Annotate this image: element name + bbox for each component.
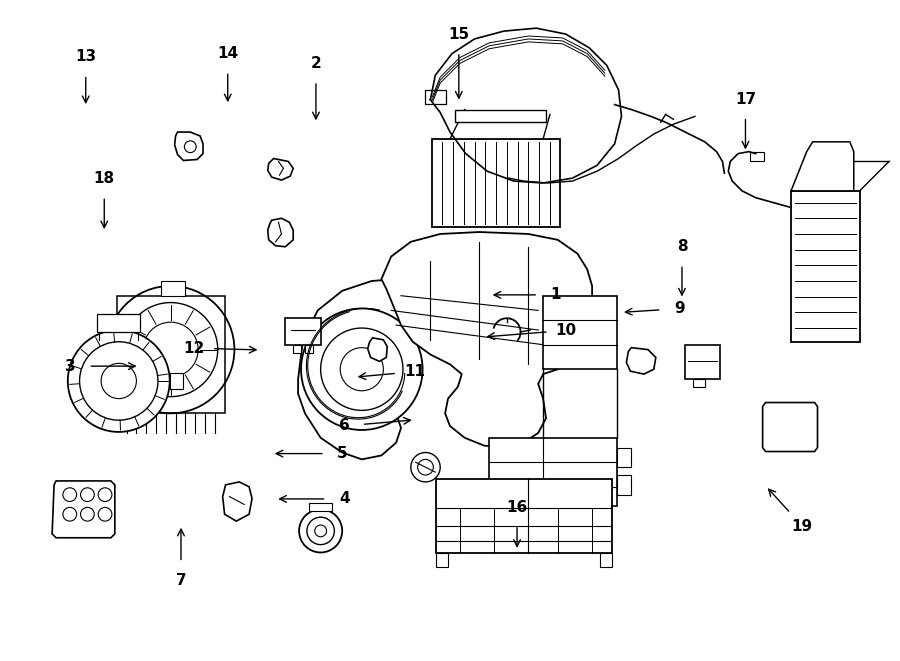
Polygon shape: [52, 481, 115, 538]
Polygon shape: [762, 403, 817, 451]
Text: 17: 17: [735, 92, 756, 106]
Circle shape: [80, 508, 94, 521]
Circle shape: [320, 328, 403, 410]
Polygon shape: [600, 553, 612, 567]
Polygon shape: [454, 110, 546, 122]
Bar: [693, 379, 705, 387]
Polygon shape: [285, 318, 320, 344]
Text: 5: 5: [338, 446, 347, 461]
Circle shape: [98, 508, 112, 521]
Bar: [293, 344, 301, 352]
Polygon shape: [222, 482, 252, 521]
Text: 4: 4: [338, 491, 349, 506]
Circle shape: [79, 342, 158, 420]
Bar: [425, 90, 446, 104]
Text: 8: 8: [677, 239, 688, 254]
Circle shape: [68, 330, 170, 432]
Circle shape: [80, 488, 94, 502]
Circle shape: [315, 525, 327, 537]
Bar: [616, 447, 631, 467]
Circle shape: [63, 488, 76, 502]
Bar: [616, 475, 631, 494]
Polygon shape: [298, 279, 423, 459]
Text: 11: 11: [404, 364, 425, 379]
Polygon shape: [685, 344, 719, 379]
Bar: [309, 504, 332, 512]
Circle shape: [123, 303, 218, 397]
Polygon shape: [543, 295, 616, 369]
Polygon shape: [791, 191, 860, 342]
Polygon shape: [175, 132, 203, 161]
Circle shape: [107, 286, 234, 413]
Circle shape: [299, 510, 342, 553]
Text: 2: 2: [310, 56, 321, 71]
Text: 10: 10: [556, 323, 577, 338]
Circle shape: [410, 453, 440, 482]
Text: 9: 9: [674, 301, 685, 316]
Polygon shape: [490, 438, 616, 506]
Text: 13: 13: [76, 50, 96, 65]
Text: 16: 16: [507, 500, 527, 515]
Circle shape: [63, 508, 76, 521]
Polygon shape: [791, 142, 854, 191]
Circle shape: [340, 348, 383, 391]
Circle shape: [143, 322, 198, 377]
Polygon shape: [436, 479, 612, 553]
Circle shape: [98, 488, 112, 502]
Circle shape: [184, 141, 196, 153]
Circle shape: [307, 517, 335, 545]
Circle shape: [301, 309, 423, 430]
Bar: [305, 344, 313, 352]
Text: 14: 14: [217, 46, 239, 61]
Text: 18: 18: [94, 171, 115, 186]
Bar: [97, 315, 140, 332]
Text: 6: 6: [338, 418, 349, 434]
Text: 1: 1: [551, 288, 561, 302]
Polygon shape: [267, 159, 293, 180]
Text: 15: 15: [448, 27, 470, 42]
Bar: [750, 151, 763, 161]
Text: 12: 12: [184, 340, 205, 356]
Text: 19: 19: [792, 519, 813, 533]
Text: 3: 3: [66, 359, 77, 373]
Text: 7: 7: [176, 572, 186, 588]
Polygon shape: [432, 139, 560, 227]
Polygon shape: [267, 218, 293, 247]
Bar: [170, 373, 184, 389]
Polygon shape: [626, 348, 656, 374]
Polygon shape: [436, 553, 448, 567]
Polygon shape: [382, 232, 592, 447]
Polygon shape: [161, 281, 185, 295]
Circle shape: [418, 459, 433, 475]
Polygon shape: [368, 338, 387, 362]
Circle shape: [101, 364, 137, 399]
